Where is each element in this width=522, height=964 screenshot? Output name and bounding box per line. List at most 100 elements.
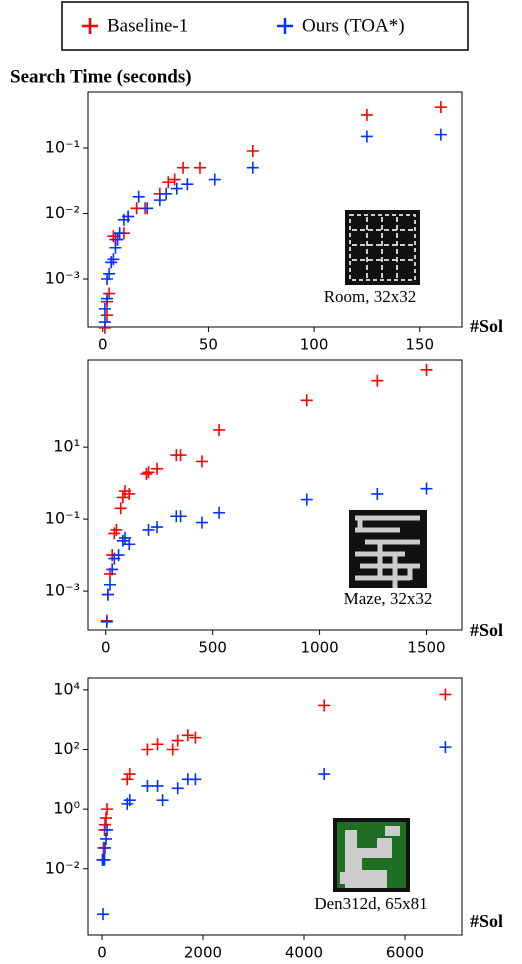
data-point [171,782,184,795]
data-point [113,227,126,240]
x-axis-label: #Sol [470,620,503,640]
data-point [132,190,145,203]
data-point [101,588,114,601]
data-point [160,187,173,200]
data-point [434,101,447,114]
data-point [103,267,116,280]
map-label: Maze, 32x32 [344,589,433,608]
legend-label: Baseline-1 [107,15,188,36]
map-thumbnail [345,210,420,285]
data-point [130,202,143,215]
y-tick-label: 10⁴ [53,679,80,698]
legend-label: Ours (TOA*) [302,15,405,36]
data-point [96,853,109,866]
data-point [420,482,433,495]
data-point [208,173,221,186]
data-point [99,841,112,854]
data-point [141,202,154,215]
data-point [105,256,118,269]
data-point [140,467,153,480]
data-point [181,773,194,786]
data-point [318,768,331,781]
x-tick-label: 0 [97,944,107,962]
x-axis-label: #Sol [470,911,503,931]
plot-frame [87,91,463,328]
x-tick-label: 4000 [285,944,323,962]
data-point [213,506,226,519]
data-point [195,455,208,468]
data-point [107,253,120,266]
data-point [103,287,116,300]
data-point [170,449,183,462]
data-point [439,688,452,701]
y-tick-label: 10⁰ [53,799,80,818]
data-point [360,130,373,143]
data-point [153,194,166,207]
data-point [116,534,129,547]
data-point [109,241,122,254]
data-point [439,741,452,754]
data-point [420,363,433,376]
data-point [101,823,114,836]
data-point [118,531,131,544]
data-point [98,302,111,315]
y-tick-label: 10⁻³ [45,581,80,600]
y-tick-label: 10⁻¹ [45,137,80,156]
data-point [371,487,384,500]
x-axis-label: #Sol [470,316,503,336]
data-point [213,423,226,436]
data-point [100,615,113,628]
data-point [156,794,169,807]
x-tick-label: 6000 [386,944,424,962]
y-tick-label: 10⁻¹ [45,509,80,528]
data-point [195,516,208,529]
data-point [151,779,164,792]
y-tick-label: 10⁻³ [45,268,80,287]
map-label: Room, 32x32 [324,287,417,306]
data-point [121,773,134,786]
legend-box [61,1,469,51]
data-point [98,316,111,329]
data-point [123,538,136,551]
data-point [170,510,183,523]
data-point [121,797,134,810]
y-tick-label: 10⁻² [45,858,80,877]
data-point [193,161,206,174]
data-point [117,213,130,226]
legend-marker [277,18,293,34]
data-point [106,563,119,576]
x-tick-label: 150 [405,336,434,354]
y-tick-label: 10⁻² [45,203,80,222]
data-point [300,394,313,407]
x-tick-label: 0 [98,336,108,354]
data-point [111,233,124,246]
x-tick-label: 500 [198,639,227,657]
data-point [100,812,113,825]
data-point [116,491,129,504]
data-point [118,485,131,498]
x-tick-label: 1000 [300,639,338,657]
data-point [246,144,259,157]
x-tick-label: 2000 [184,944,222,962]
x-tick-label: 1500 [407,639,445,657]
data-point [162,176,175,189]
y-tick-label: 10¹ [53,437,80,456]
data-point [171,734,184,747]
map-thumbnail [349,510,427,588]
data-point [181,729,194,742]
data-point [189,731,202,744]
data-point [151,462,164,475]
data-point [177,161,190,174]
data-point [434,128,447,141]
data-point [318,699,331,712]
data-point [142,466,155,479]
data-point [166,743,179,756]
data-point [181,178,194,191]
data-point [108,552,121,565]
data-point [151,738,164,751]
data-point [101,803,114,816]
data-point [108,527,121,540]
data-point [168,173,181,186]
data-point [101,272,114,285]
